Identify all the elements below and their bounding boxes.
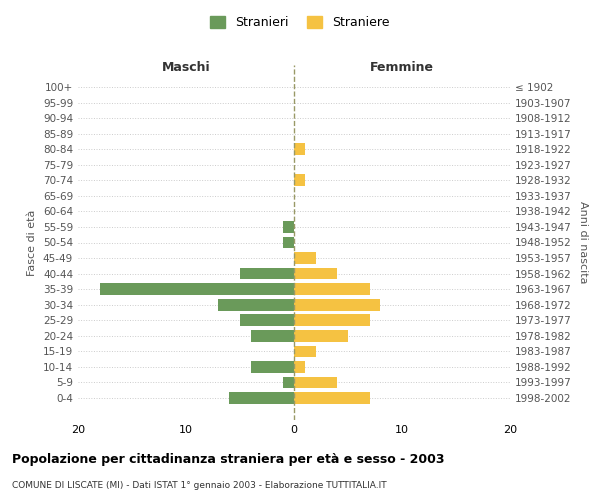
Bar [283,221,294,233]
Bar [294,268,337,280]
Bar [294,299,380,310]
Bar [229,392,294,404]
Bar [294,361,305,373]
Bar [294,252,316,264]
Text: COMUNE DI LISCATE (MI) - Dati ISTAT 1° gennaio 2003 - Elaborazione TUTTITALIA.IT: COMUNE DI LISCATE (MI) - Dati ISTAT 1° g… [12,481,386,490]
Bar [240,268,294,280]
Bar [294,392,370,404]
Bar [294,376,337,388]
Bar [294,144,305,155]
Legend: Stranieri, Straniere: Stranieri, Straniere [205,11,395,34]
Bar [283,236,294,248]
Bar [251,361,294,373]
Y-axis label: Fasce di età: Fasce di età [28,210,37,276]
Text: Femmine: Femmine [370,60,434,74]
Bar [294,330,348,342]
Bar [100,284,294,295]
Bar [283,376,294,388]
Y-axis label: Anni di nascita: Anni di nascita [578,201,588,284]
Bar [294,314,370,326]
Bar [294,174,305,186]
Bar [294,346,316,357]
Bar [218,299,294,310]
Bar [251,330,294,342]
Text: Maschi: Maschi [161,60,211,74]
Text: Popolazione per cittadinanza straniera per età e sesso - 2003: Popolazione per cittadinanza straniera p… [12,452,445,466]
Bar [294,284,370,295]
Bar [240,314,294,326]
